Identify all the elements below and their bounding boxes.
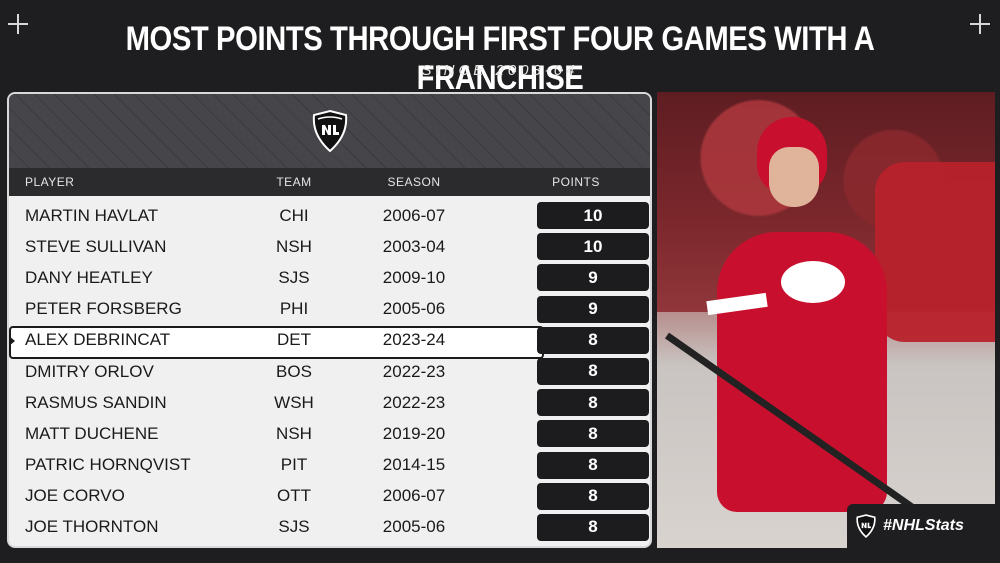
- player-photo: #NHLStats: [657, 92, 995, 548]
- player-cell: PATRIC HORNQVIST: [25, 455, 191, 475]
- points-cell: 8: [537, 389, 649, 417]
- points-cell: 10: [537, 202, 649, 229]
- photo-teammates: [875, 162, 995, 342]
- points-cell: 10: [537, 233, 649, 261]
- stats-table: PLAYER TEAM SEASON POINTS MARTIN HAVLAT C…: [7, 92, 652, 548]
- team-cell: OTT: [277, 486, 311, 506]
- team-cell: PIT: [280, 455, 308, 475]
- page-subtitle: SINCE 2003-04: [421, 62, 579, 79]
- points-cell: 8: [537, 420, 649, 448]
- column-header-season: SEASON: [387, 175, 441, 189]
- column-header-player: PLAYER: [25, 175, 75, 189]
- table-row: DMITRY ORLOV BOS 2022-23 8: [9, 356, 650, 387]
- team-cell: SJS: [278, 267, 310, 287]
- highlight-marker-icon: [9, 335, 15, 346]
- team-cell: NSH: [276, 423, 312, 443]
- hashtag-text: #NHLStats: [883, 517, 964, 534]
- season-cell: 2006-07: [382, 205, 446, 225]
- season-cell: 2019-20: [382, 423, 446, 443]
- team-cell: SJS: [278, 517, 310, 537]
- team-cell: NSH: [276, 236, 312, 256]
- table-body: MARTIN HAVLAT CHI 2006-07 10 STEVE SULLIVAN N…: [9, 196, 650, 543]
- season-cell: 2005-06: [382, 517, 446, 537]
- points-cell: 8: [537, 451, 649, 479]
- season-cell: 2022-23: [382, 392, 446, 412]
- player-cell: DMITRY ORLOV: [25, 361, 154, 381]
- player-cell: STEVE SULLIVAN: [25, 236, 167, 256]
- table-row: JOE CORVO OTT 2006-07 8: [9, 481, 650, 512]
- player-cell: MATT DUCHENE: [25, 423, 159, 443]
- column-headers: PLAYER TEAM SEASON POINTS: [9, 168, 650, 196]
- table-row: PETER FORSBERG PHI 2005-06 9: [9, 294, 650, 325]
- table-header-banner: [9, 94, 650, 168]
- nhl-shield-icon: [856, 514, 876, 538]
- player-cell: RASMUS SANDIN: [25, 392, 167, 412]
- points-cell: 8: [537, 357, 649, 385]
- table-row: RASMUS SANDIN WSH 2022-23 8: [9, 387, 650, 418]
- column-header-team: TEAM: [276, 175, 312, 189]
- crosshair-icon: [8, 14, 28, 34]
- points-cell: 8: [537, 482, 649, 510]
- points-cell: 8: [537, 513, 649, 541]
- season-cell: 2003-04: [382, 236, 446, 256]
- red-wings-logo: [777, 257, 849, 307]
- team-cell: WSH: [274, 392, 314, 412]
- player-cell: PETER FORSBERG: [25, 299, 182, 319]
- points-cell: 9: [537, 295, 649, 323]
- table-row: ALEX DEBRINCAT DET 2023-24 8: [9, 325, 650, 359]
- season-cell: 2006-07: [382, 486, 446, 506]
- season-cell: 2009-10: [382, 267, 446, 287]
- photo-face: [769, 147, 819, 207]
- team-cell: CHI: [279, 205, 309, 225]
- player-cell: DANY HEATLEY: [25, 267, 153, 287]
- player-cell: JOE CORVO: [25, 486, 125, 506]
- player-cell: JOE THORNTON: [25, 517, 159, 537]
- column-header-points: POINTS: [552, 175, 600, 189]
- table-row: PATRIC HORNQVIST PIT 2014-15 8: [9, 450, 650, 481]
- season-cell: 2005-06: [382, 299, 446, 319]
- nhl-shield-icon: [312, 109, 347, 153]
- points-cell: 9: [537, 264, 649, 292]
- page-title: MOST POINTS THROUGH FIRST FOUR GAMES WIT…: [125, 20, 875, 97]
- season-cell: 2022-23: [382, 361, 446, 381]
- team-cell: BOS: [276, 361, 312, 381]
- season-cell: 2014-15: [382, 455, 446, 475]
- points-cell: 8: [537, 326, 649, 354]
- team-cell: PHI: [279, 299, 309, 319]
- hashtag-badge: #NHLStats: [847, 504, 995, 548]
- crosshair-icon: [970, 14, 990, 34]
- table-row: JOE THORNTON SJS 2005-06 8: [9, 512, 650, 543]
- player-cell: ALEX DEBRINCAT: [25, 330, 171, 350]
- season-cell: 2023-24: [382, 330, 446, 350]
- table-row: DANY HEATLEY SJS 2009-10 9: [9, 262, 650, 293]
- table-row: MATT DUCHENE NSH 2019-20 8: [9, 418, 650, 449]
- table-row: MARTIN HAVLAT CHI 2006-07 10: [9, 200, 650, 231]
- player-cell: MARTIN HAVLAT: [25, 205, 159, 225]
- team-cell: DET: [277, 330, 311, 350]
- table-row: STEVE SULLIVAN NSH 2003-04 10: [9, 231, 650, 262]
